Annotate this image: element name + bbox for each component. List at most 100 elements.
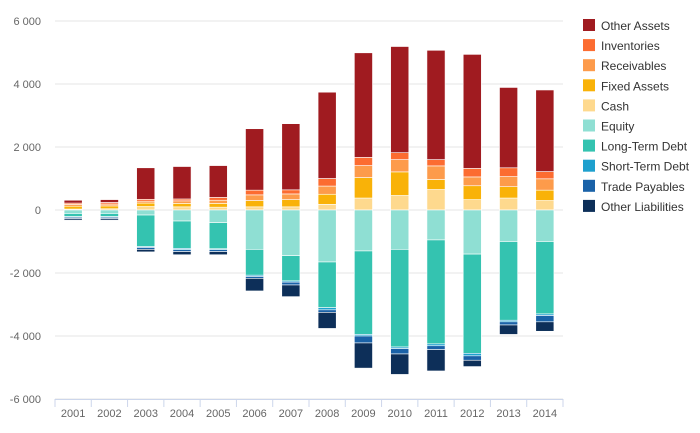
bar-segment-equity-2014[interactable] [535,209,555,242]
bar-segment-trade-payables-2007[interactable] [281,281,301,286]
bar-segment-other-assets-2010[interactable] [390,46,410,153]
bar-segment-other-liabilities-2005[interactable] [208,251,228,256]
bar-segment-other-liabilities-2011[interactable] [426,349,446,372]
bar-segment-equity-2010[interactable] [390,209,410,250]
bar-segment-long-term-debt-2013[interactable] [499,241,518,321]
bar-segment-other-liabilities-2003[interactable] [136,249,156,253]
bar-segment-equity-2003[interactable] [136,209,156,216]
bar-segment-equity-2006[interactable] [245,209,264,250]
bar-segment-inventories-2010[interactable] [390,152,410,160]
bar-segment-fixed-assets-2005[interactable] [208,203,228,208]
bar-segment-trade-payables-2009[interactable] [354,335,373,344]
bar-segment-long-term-debt-2009[interactable] [354,250,373,335]
bar-segment-inventories-2013[interactable] [499,167,518,177]
bar-segment-fixed-assets-2013[interactable] [499,186,518,199]
bar-segment-long-term-debt-2002[interactable] [100,213,119,217]
bar-segment-inventories-2011[interactable] [426,159,446,167]
bar-segment-trade-payables-2014[interactable] [535,315,555,323]
bar-segment-other-assets-2014[interactable] [535,89,555,172]
bar-segment-fixed-assets-2011[interactable] [426,179,446,190]
bar-segment-fixed-assets-2007[interactable] [281,199,301,208]
bar-segment-other-liabilities-2009[interactable] [354,342,373,369]
bar-segment-receivables-2008[interactable] [317,185,337,195]
bar-segment-receivables-2013[interactable] [499,176,518,187]
bar-segment-equity-2005[interactable] [208,209,228,223]
bar-segment-other-assets-2009[interactable] [354,52,373,158]
bar-segment-fixed-assets-2003[interactable] [136,202,156,207]
bar-segment-receivables-2012[interactable] [462,176,482,187]
bar-segment-fixed-assets-2010[interactable] [390,171,410,196]
bar-segment-short-term-debt-2012[interactable] [462,353,482,357]
legend-item-trade-payables[interactable]: Trade Payables [583,179,685,194]
bar-segment-receivables-2011[interactable] [426,165,446,180]
bar-segment-equity-2001[interactable] [63,209,83,214]
bar-segment-cash-2006[interactable] [245,206,264,211]
bar-segment-cash-2012[interactable] [462,199,482,211]
bar-segment-cash-2013[interactable] [499,197,518,211]
bar-segment-receivables-2009[interactable] [354,165,373,178]
bar-segment-inventories-2009[interactable] [354,157,373,166]
bar-segment-long-term-debt-2005[interactable] [208,222,228,250]
bar-segment-other-liabilities-2007[interactable] [281,284,301,297]
bar-segment-other-liabilities-2006[interactable] [245,278,264,292]
bar-segment-receivables-2014[interactable] [535,178,555,191]
bar-segment-cash-2010[interactable] [390,195,410,211]
bar-segment-trade-payables-2013[interactable] [499,321,518,326]
bar-segment-receivables-2005[interactable] [208,199,228,204]
legend-item-other-assets[interactable]: Other Assets [583,19,670,33]
bar-segment-other-liabilities-2014[interactable] [535,321,555,332]
bar-segment-other-assets-2013[interactable] [499,87,518,169]
bar-segment-equity-2008[interactable] [317,209,337,263]
bar-segment-equity-2013[interactable] [499,209,518,242]
bar-segment-other-liabilities-2010[interactable] [390,353,410,375]
bar-segment-inventories-2008[interactable] [317,178,337,187]
bar-segment-fixed-assets-2001[interactable] [63,205,83,210]
bar-segment-cash-2004[interactable] [172,206,192,211]
bar-segment-equity-2002[interactable] [100,209,119,214]
bar-segment-equity-2004[interactable] [172,209,192,222]
bar-segment-cash-2005[interactable] [208,206,228,211]
bar-segment-long-term-debt-2014[interactable] [535,241,555,315]
bar-segment-fixed-assets-2009[interactable] [354,177,373,199]
bar-segment-long-term-debt-2008[interactable] [317,261,337,308]
bar-segment-long-term-debt-2010[interactable] [390,249,410,348]
bar-segment-inventories-2014[interactable] [535,171,555,180]
bar-segment-fixed-assets-2004[interactable] [172,203,192,208]
legend-item-other-liabilities[interactable]: Other Liabilities [583,199,684,214]
bar-segment-fixed-assets-2002[interactable] [100,205,119,210]
bar-segment-fixed-assets-2006[interactable] [245,200,264,208]
bar-segment-long-term-debt-2006[interactable] [245,249,264,276]
bar-segment-receivables-2006[interactable] [245,194,264,201]
bar-segment-other-assets-2006[interactable] [245,128,264,191]
bar-segment-other-assets-2007[interactable] [281,123,301,191]
bar-segment-inventories-2006[interactable] [245,189,264,196]
bar-segment-fixed-assets-2014[interactable] [535,189,555,201]
bar-segment-cash-2014[interactable] [535,200,555,211]
legend-item-equity[interactable]: Equity [583,119,634,134]
bar-segment-equity-2009[interactable] [354,209,373,252]
bar-segment-long-term-debt-2012[interactable] [462,253,482,354]
bar-segment-other-liabilities-2008[interactable] [317,312,337,329]
bar-segment-other-liabilities-2012[interactable] [462,359,482,367]
bar-segment-other-liabilities-2004[interactable] [172,251,192,256]
bar-segment-other-assets-2008[interactable] [317,91,337,179]
bar-segment-cash-2011[interactable] [426,189,446,211]
bar-segment-other-liabilities-2002[interactable] [100,218,119,221]
bar-segment-trade-payables-2008[interactable] [317,309,337,313]
bar-segment-receivables-2007[interactable] [281,193,301,200]
bar-segment-receivables-2010[interactable] [390,159,410,173]
legend[interactable]: Other Assets Inventories Receivables Fixed … [583,19,690,214]
bar-segment-other-assets-2001[interactable] [63,199,83,204]
bar-segment-short-term-debt-2008[interactable] [317,307,337,311]
bar-segment-trade-payables-2010[interactable] [390,348,410,355]
bar-segment-cash-2003[interactable] [136,206,156,211]
bar-segment-other-liabilities-2013[interactable] [499,324,518,335]
legend-item-receivables[interactable]: Receivables [583,59,666,73]
bar-segment-long-term-debt-2001[interactable] [63,213,83,217]
bar-segment-cash-2009[interactable] [354,197,373,211]
bar-segment-cash-2007[interactable] [281,206,301,211]
bar-segment-equity-2012[interactable] [462,209,482,255]
bar-segment-other-liabilities-2001[interactable] [63,218,83,221]
bar-segment-other-assets-2003[interactable] [136,167,156,200]
legend-item-long-term-debt[interactable]: Long-Term Debt [583,139,688,154]
